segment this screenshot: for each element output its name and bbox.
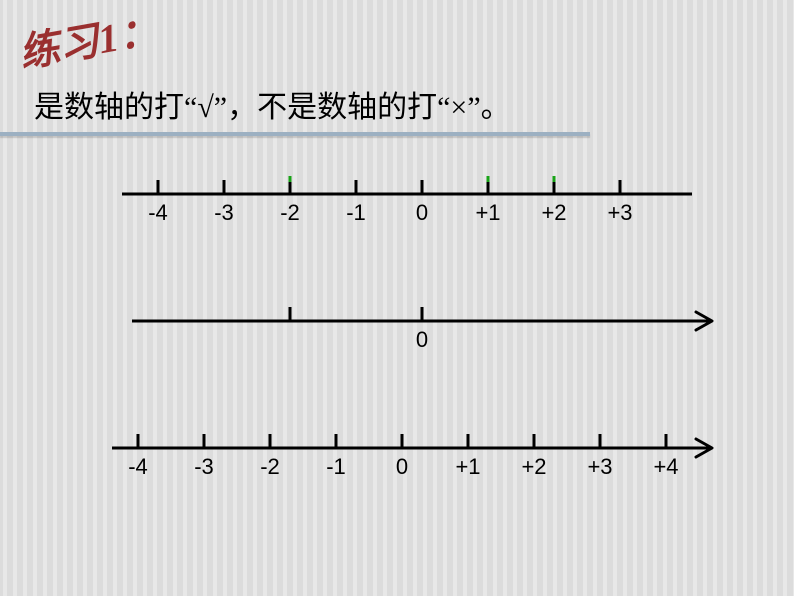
svg-text:+1: +1 <box>475 200 500 225</box>
svg-text:+1: +1 <box>455 454 480 479</box>
svg-text:-4: -4 <box>128 454 148 479</box>
svg-text:+4: +4 <box>653 454 678 479</box>
svg-text:0: 0 <box>416 327 428 352</box>
number-line-3: -4 -3 -2 -1 0 +1 +2 +3 +4 <box>72 418 732 490</box>
svg-text:+3: +3 <box>587 454 612 479</box>
svg-text:+2: +2 <box>521 454 546 479</box>
svg-text:-2: -2 <box>280 200 300 225</box>
exercise-instruction: 是数轴的打“√”，不是数轴的打“×”。 <box>34 82 511 126</box>
number-line-diagrams: -4 -3 -2 -1 0 +1 +2 +3 0 -4 -3 -2 -1 0 +1 +2 +3 +4 <box>72 164 722 490</box>
svg-text:0: 0 <box>396 454 408 479</box>
svg-text:+2: +2 <box>541 200 566 225</box>
exercise-title: 练习1： <box>14 0 162 79</box>
svg-text:-3: -3 <box>194 454 214 479</box>
svg-text:0: 0 <box>416 200 428 225</box>
svg-text:-2: -2 <box>260 454 280 479</box>
divider-rule <box>0 132 590 136</box>
svg-text:-4: -4 <box>148 200 168 225</box>
number-line-1: -4 -3 -2 -1 0 +1 +2 +3 <box>72 164 732 236</box>
svg-text:-1: -1 <box>346 200 366 225</box>
svg-text:-1: -1 <box>326 454 346 479</box>
svg-text:+3: +3 <box>607 200 632 225</box>
svg-text:-3: -3 <box>214 200 234 225</box>
number-line-2: 0 <box>72 291 732 363</box>
